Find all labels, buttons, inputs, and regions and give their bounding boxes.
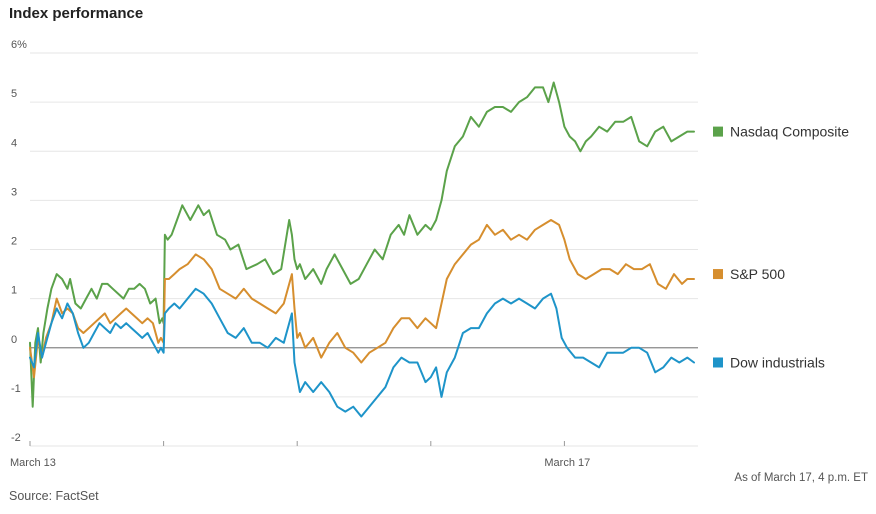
series-line-nasdaq-composite: [29, 81, 695, 408]
legend: Nasdaq Composite S&P 500 Dow industrials: [713, 124, 849, 370]
source-note: Source: FactSet: [9, 489, 99, 503]
x-axis: March 13 March 17: [10, 441, 590, 469]
series-line-s-p-500: [29, 219, 695, 379]
y-tick-label: 3: [11, 186, 17, 198]
legend-label: Dow industrials: [730, 354, 825, 370]
y-tick-label: -2: [11, 432, 21, 444]
legend-swatch: [713, 357, 723, 368]
x-tick-label: March 13: [10, 457, 56, 469]
y-tick-label: 1: [11, 285, 17, 297]
y-tick-label: 2: [11, 236, 17, 248]
legend-label: S&P 500: [730, 266, 785, 282]
y-tick-label: -1: [11, 383, 21, 395]
y-tick-label: 5: [11, 88, 17, 100]
legend-label: Nasdaq Composite: [730, 124, 849, 140]
chart-title: Index performance: [9, 5, 144, 22]
series-lines: [29, 81, 695, 418]
as-of-note: As of March 17, 4 p.m. ET: [734, 472, 868, 484]
legend-swatch: [713, 126, 723, 137]
x-tick-label: March 17: [544, 457, 590, 469]
y-tick-label: 6%: [11, 39, 27, 51]
grid-lines: [30, 52, 698, 447]
y-axis-tick-labels: 6% 5 4 3 2 1 0 -1 -2: [11, 39, 27, 444]
legend-swatch: [713, 269, 723, 280]
series-line-dow-industrials: [29, 287, 695, 418]
y-tick-label: 0: [11, 334, 17, 346]
y-tick-label: 4: [11, 137, 17, 149]
